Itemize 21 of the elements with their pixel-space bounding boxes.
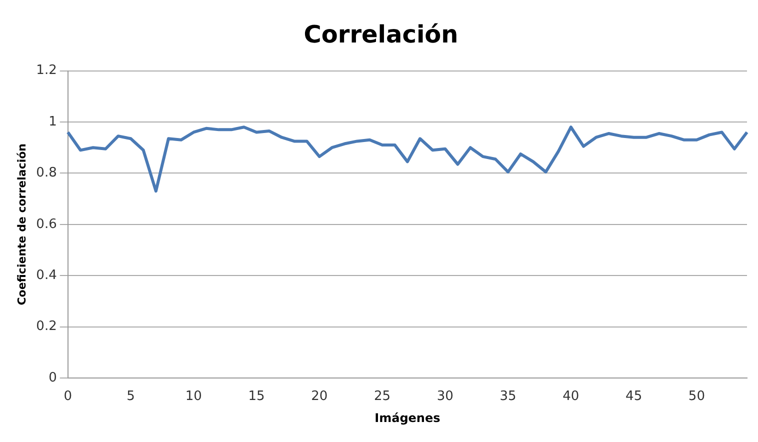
y-tick-label: 0.6: [36, 216, 57, 232]
x-tick-label: 45: [626, 389, 642, 404]
x-tick-label: 10: [185, 389, 202, 404]
chart-title: Correlación: [304, 20, 458, 49]
x-tick-label: 35: [500, 389, 516, 404]
y-tick-label: 0.4: [36, 268, 57, 283]
x-tick-label: 40: [562, 389, 580, 404]
x-tick-label: 0: [64, 389, 72, 404]
y-tick-label: 1.2: [36, 63, 57, 78]
x-tick-label: 50: [688, 389, 705, 404]
x-tick-label: 5: [126, 389, 135, 404]
y-tick-label: 0.2: [36, 319, 57, 334]
x-tick-label: 15: [248, 389, 265, 404]
y-tick-label: 0: [48, 370, 57, 386]
y-tick-label: 0.8: [36, 166, 57, 181]
x-tick-label: 25: [374, 389, 391, 404]
y-tick-label: 1: [48, 114, 57, 130]
x-tick-label: 20: [311, 389, 328, 404]
x-tick-label: 30: [436, 389, 454, 404]
x-axis-title: Imágenes: [374, 410, 440, 425]
y-axis-title: Coeficiente de correlación: [15, 143, 28, 306]
